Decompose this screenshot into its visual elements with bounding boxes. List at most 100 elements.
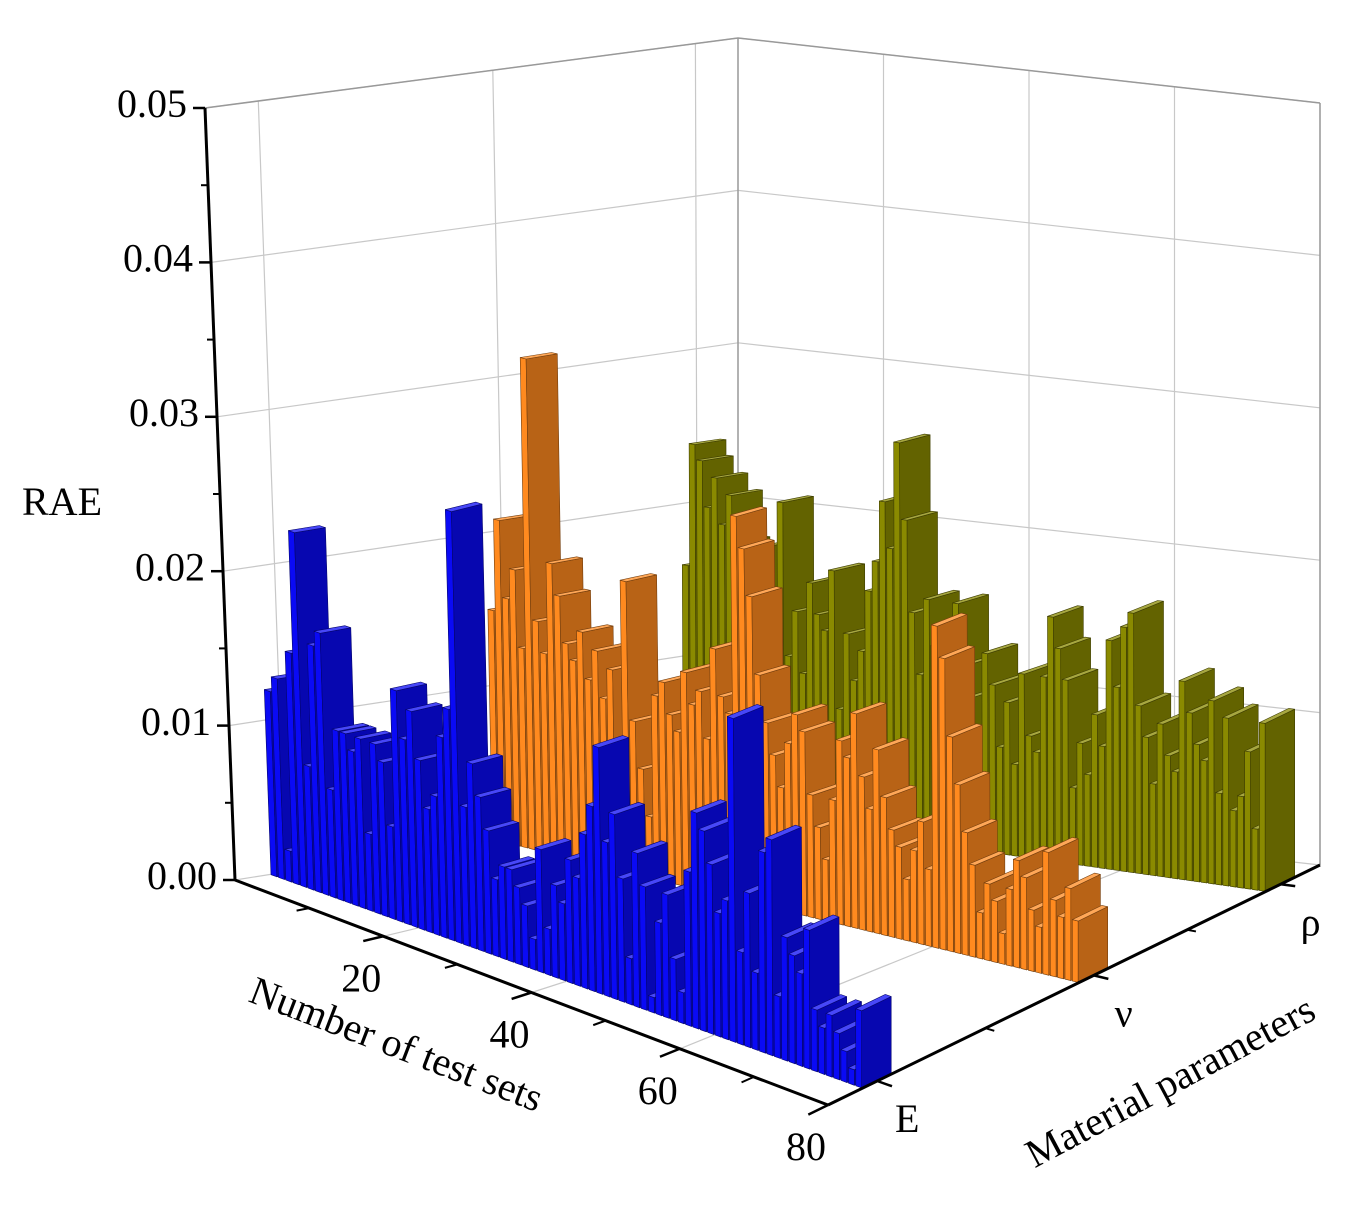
bar-top [953, 770, 991, 786]
z-axis-title: Material parameters [1018, 986, 1323, 1176]
bar-top [498, 856, 535, 868]
bar [1259, 708, 1295, 892]
bar-top [900, 510, 938, 521]
bar-front [1061, 679, 1069, 864]
bar-front [780, 935, 789, 1062]
bar-front [1047, 615, 1054, 862]
bar-top [619, 573, 657, 583]
bar-front [924, 868, 932, 947]
bar-top [810, 994, 848, 1011]
bar [855, 994, 892, 1089]
bar-top [765, 824, 802, 841]
bar-top [737, 538, 775, 550]
bar-front [895, 845, 903, 940]
bar-top [354, 730, 392, 740]
bar-front [887, 828, 895, 938]
z-axis [827, 863, 1321, 1107]
z-tick-label: E [895, 1096, 919, 1141]
x-minor-tick [296, 907, 310, 912]
bar-top [828, 562, 866, 572]
bar-side [861, 996, 892, 1089]
bar-top [952, 593, 989, 605]
bar-top [1054, 636, 1091, 650]
bar-front [795, 971, 803, 1067]
bar-top [545, 556, 583, 565]
bar-front [915, 673, 923, 844]
bar-front [983, 882, 991, 962]
bar-front [1134, 704, 1142, 875]
bar-top [1012, 845, 1050, 862]
bar-front [865, 807, 873, 933]
bar-front [1091, 713, 1098, 868]
bar-front [1072, 919, 1079, 983]
bar-top [592, 735, 630, 748]
bar-front [1156, 723, 1164, 878]
x-tick [807, 1103, 829, 1116]
bar-top [331, 722, 369, 732]
bar-top [893, 433, 931, 444]
bar-front [1113, 686, 1120, 871]
bar-top [946, 723, 983, 738]
bar-top [482, 820, 520, 832]
bar-front [1027, 908, 1035, 973]
bar-top [313, 625, 352, 634]
bar-front [1054, 647, 1062, 863]
x-tick-label: 60 [638, 1068, 678, 1113]
bar-front [1222, 717, 1229, 887]
bar-top [880, 784, 917, 799]
bar-front [1032, 751, 1040, 860]
bar-top [938, 645, 975, 660]
bar-top [534, 838, 572, 850]
bar-top [729, 506, 767, 517]
bar-front [968, 863, 976, 958]
bar-front [773, 994, 781, 1059]
bar-top [803, 914, 840, 931]
bar-top [405, 702, 443, 712]
bar-front [647, 995, 655, 1014]
bar-front [953, 783, 962, 955]
bar-top [1222, 703, 1259, 719]
bar-top [696, 454, 734, 462]
bar-front [825, 1013, 833, 1078]
bar-front [803, 927, 811, 1070]
bar-front [1120, 626, 1127, 873]
bar-front [788, 953, 796, 1065]
bar-front [677, 990, 685, 1025]
bar-front [1215, 792, 1222, 886]
bar-front [1040, 676, 1047, 861]
bar-front [1064, 886, 1072, 981]
bar-front [1035, 925, 1042, 974]
x-tick [659, 1047, 681, 1058]
bar-top [466, 753, 503, 765]
z-tick [876, 1079, 893, 1088]
bar-top [688, 438, 727, 445]
x-tick [511, 991, 532, 1001]
bar-front [529, 937, 537, 971]
bar-front [1244, 750, 1251, 890]
bar-front [917, 820, 925, 946]
bar-top [631, 840, 668, 854]
wall-edge [204, 37, 739, 109]
bar-top [753, 664, 791, 676]
bar-top [745, 586, 783, 598]
x-minor-tick [741, 1075, 755, 1084]
bar-front [1251, 828, 1259, 891]
bar-top [608, 801, 645, 815]
bar-top [1064, 872, 1101, 889]
bar-front [1057, 915, 1064, 980]
bar-top [872, 737, 909, 751]
bar-front [1018, 672, 1025, 858]
bar-front [1259, 722, 1266, 892]
bar-top [961, 818, 998, 834]
bar-side [1264, 708, 1295, 892]
y-tick-label: 0.05 [117, 81, 187, 126]
bar-top [850, 701, 887, 715]
z-tick-label: ρ [1301, 899, 1321, 944]
bar-top [776, 495, 814, 503]
bar-front [1142, 736, 1149, 876]
x-minor-tick [444, 963, 458, 969]
bar-top [1259, 708, 1295, 724]
bar-top [519, 352, 558, 360]
bar-front [833, 1031, 840, 1081]
